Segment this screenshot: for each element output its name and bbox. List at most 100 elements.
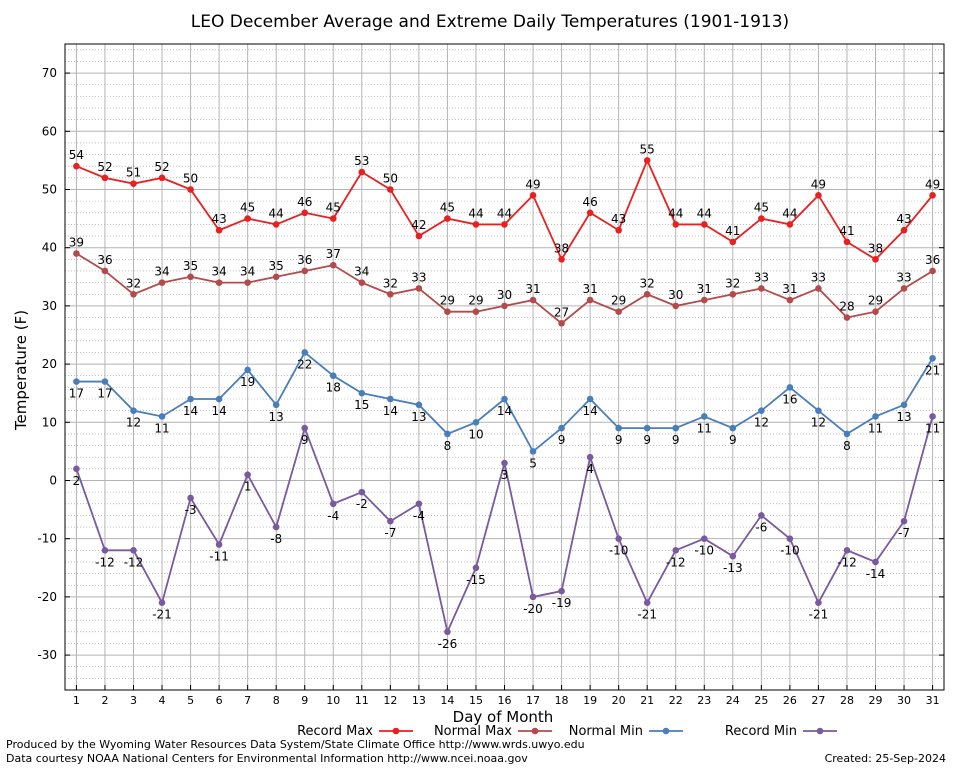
data-point-normal-min	[558, 424, 565, 432]
data-label-record-max: 44	[668, 206, 683, 220]
data-label-record-min: -26	[438, 637, 458, 651]
data-label-record-max: 44	[697, 206, 712, 220]
x-tick-label: 4	[159, 694, 166, 707]
data-point-record-min	[215, 541, 223, 548]
y-tick-label: 20	[42, 357, 57, 371]
data-label-record-max: 53	[354, 154, 369, 168]
data-point-normal-min	[586, 395, 594, 403]
data-point-normal-min	[843, 430, 851, 438]
data-label-record-min: -15	[466, 573, 486, 587]
x-tick-label: 28	[840, 694, 854, 707]
data-label-record-min: -7	[898, 526, 910, 540]
legend-swatch-marker-normal-max	[531, 727, 539, 735]
data-point-normal-min	[301, 349, 309, 356]
data-label-normal-min: 10	[468, 427, 483, 441]
data-label-normal-max: 34	[354, 265, 369, 279]
data-point-record-max	[73, 162, 80, 170]
data-label-normal-min: 13	[896, 410, 911, 424]
data-label-record-min: 2	[73, 474, 81, 488]
data-label-record-max: 43	[896, 212, 911, 226]
data-label-record-min: -10	[609, 544, 629, 558]
legend-label-normal-max: Normal Max	[434, 724, 512, 739]
data-label-record-min: -21	[809, 608, 829, 622]
data-point-record-max	[187, 186, 194, 193]
data-label-record-min: -4	[413, 509, 425, 523]
data-point-normal-max	[187, 273, 194, 281]
data-label-normal-max: 36	[925, 253, 940, 267]
data-point-record-max	[158, 174, 166, 182]
x-tick-label: 27	[811, 694, 825, 707]
x-tick-label: 5	[187, 694, 194, 707]
data-point-record-min	[301, 424, 309, 432]
data-point-record-max	[815, 192, 822, 199]
data-label-record-max: 46	[297, 195, 312, 209]
data-point-record-min	[615, 535, 622, 542]
data-point-record-max	[472, 221, 480, 228]
data-label-normal-min: 21	[925, 363, 940, 377]
x-tick-label: 22	[669, 694, 683, 707]
y-tick-label: 10	[42, 415, 57, 429]
data-point-normal-max	[929, 267, 936, 275]
data-label-record-max: 43	[611, 212, 626, 226]
data-point-record-max	[215, 226, 223, 234]
data-label-normal-max: 35	[269, 259, 284, 273]
data-point-normal-max	[843, 314, 851, 321]
series-normal-max: 39 36 32 34 35 34 34 35 36 37 34 32 33 29 29 30 31 27 31 29…	[69, 236, 940, 327]
data-label-record-min: -6	[755, 520, 767, 534]
legend: Record Max Normal Max Normal Min Record Min	[297, 724, 837, 739]
data-point-normal-min	[358, 389, 366, 397]
data-label-record-max: 41	[725, 224, 740, 238]
x-tick-label: 25	[754, 694, 768, 707]
data-point-record-min	[786, 535, 794, 542]
data-point-normal-max	[130, 290, 137, 298]
data-point-record-max	[301, 209, 309, 217]
data-point-record-min	[872, 558, 879, 566]
x-tick-label: 2	[101, 694, 108, 707]
legend-swatch-marker-record-max	[392, 727, 400, 735]
data-point-record-max	[872, 256, 879, 263]
data-point-normal-min	[815, 407, 822, 414]
data-point-normal-min	[130, 407, 137, 414]
data-label-normal-max: 31	[782, 282, 797, 296]
data-point-normal-min	[672, 424, 680, 432]
data-point-normal-min	[758, 407, 765, 414]
x-tick-label: 31	[926, 694, 940, 707]
x-tick-label: 18	[555, 694, 569, 707]
data-label-record-max: 42	[411, 218, 426, 232]
data-label-normal-max: 36	[297, 253, 312, 267]
data-label-normal-min: 13	[269, 410, 284, 424]
data-point-normal-min	[244, 366, 251, 374]
data-label-normal-min: 12	[126, 416, 141, 430]
data-point-normal-max	[900, 285, 908, 292]
data-point-normal-min	[329, 372, 337, 380]
legend-label-record-max: Record Max	[297, 724, 373, 739]
data-label-normal-max: 36	[97, 253, 112, 267]
data-label-normal-min: 18	[326, 381, 341, 395]
data-label-record-max: 43	[211, 212, 226, 226]
data-point-record-max	[615, 226, 622, 234]
data-label-record-max: 52	[97, 160, 112, 174]
data-point-record-min	[387, 517, 394, 525]
data-point-record-max	[501, 221, 508, 228]
data-label-normal-max: 29	[440, 294, 455, 308]
data-point-normal-min	[643, 424, 651, 432]
data-point-normal-min	[387, 395, 394, 403]
data-point-record-max	[843, 238, 851, 246]
data-point-record-min	[586, 453, 594, 461]
data-label-record-min: 11	[925, 421, 940, 435]
data-label-record-max: 49	[925, 177, 940, 191]
data-label-record-max: 44	[468, 206, 483, 220]
data-label-record-max: 54	[69, 148, 84, 162]
data-label-normal-max: 33	[411, 270, 426, 284]
data-label-normal-max: 33	[811, 270, 826, 284]
data-label-normal-min: 9	[729, 433, 737, 447]
data-point-normal-min	[615, 424, 622, 432]
data-point-record-min	[501, 459, 508, 467]
x-tick-label: 29	[869, 694, 883, 707]
data-label-normal-min: 14	[497, 404, 512, 418]
data-point-record-max	[900, 226, 908, 234]
data-point-record-min	[472, 564, 480, 572]
data-point-record-max	[444, 215, 451, 222]
data-label-record-min: -3	[185, 503, 197, 517]
data-label-normal-min: 8	[444, 439, 452, 453]
